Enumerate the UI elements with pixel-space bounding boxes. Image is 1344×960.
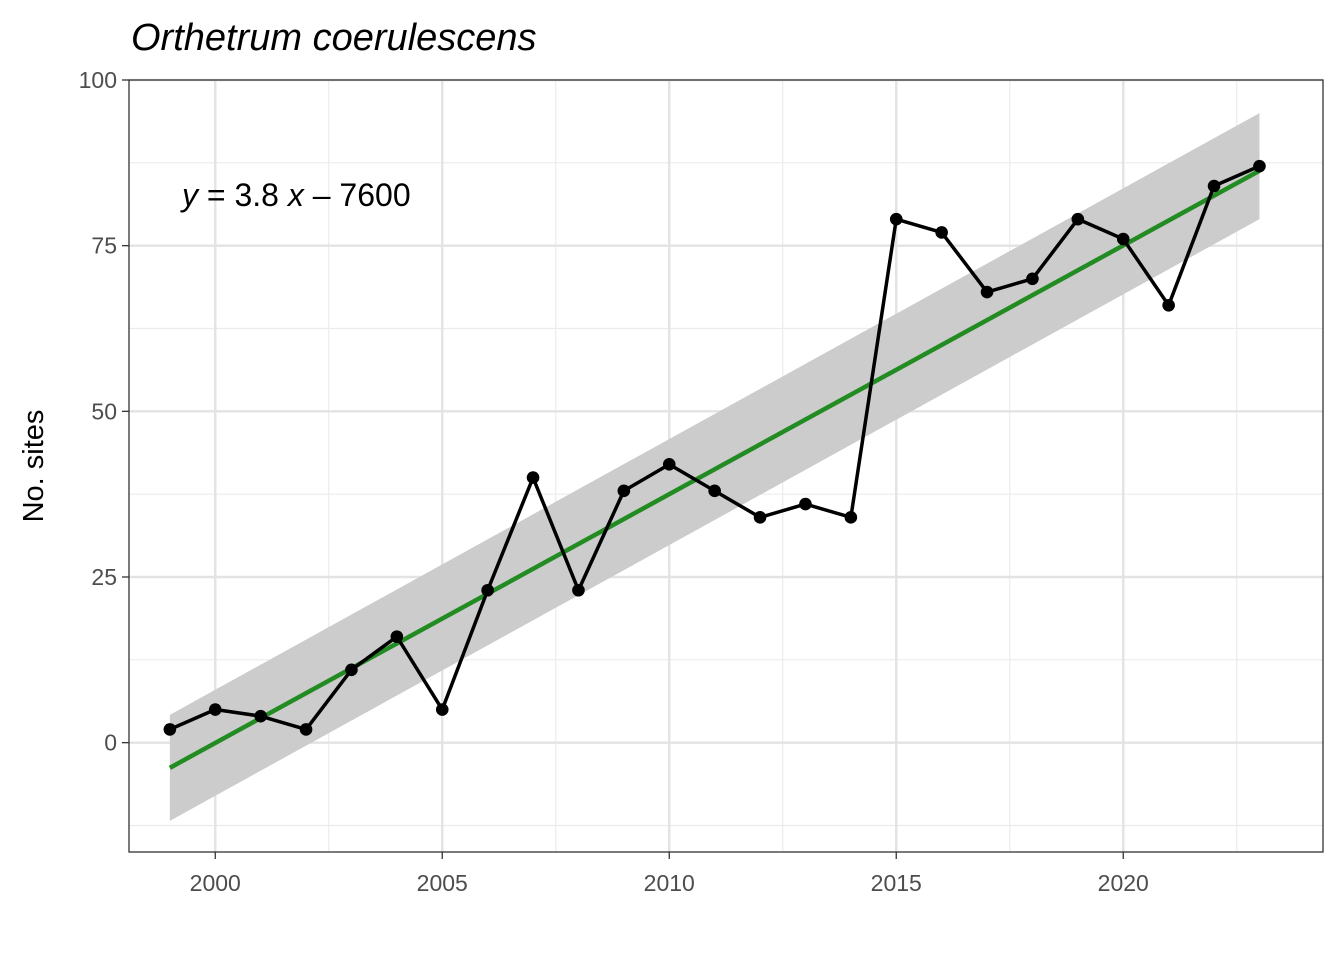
data-point: [753, 511, 767, 524]
x-tick-label: 2020: [1098, 870, 1149, 896]
data-point: [1071, 212, 1085, 226]
data-point: [299, 723, 313, 736]
data-point: [980, 285, 994, 299]
data-point: [1207, 179, 1221, 193]
data-point: [481, 583, 494, 597]
equation-y-variable: y: [180, 177, 200, 213]
data-point: [345, 663, 358, 677]
x-tick-label: 2015: [871, 870, 922, 896]
data-point: [1026, 272, 1039, 286]
data-point: [390, 630, 404, 643]
data-point: [435, 703, 449, 716]
data-point: [935, 226, 948, 239]
data-points: [163, 159, 1266, 736]
data-point: [208, 703, 222, 716]
data-point: [1162, 299, 1175, 312]
y-tick-label: 50: [91, 398, 117, 424]
x-tick-label: 2005: [417, 870, 468, 896]
data-point: [844, 511, 858, 524]
equation-slope: = 3.8: [198, 177, 288, 213]
data-point: [163, 723, 177, 736]
data-point: [662, 458, 676, 471]
x-tick-label: 2010: [644, 870, 695, 896]
y-tick-label: 25: [91, 564, 117, 590]
chart-title: Orthetrum coerulescens: [131, 17, 537, 59]
data-point: [708, 484, 721, 498]
data-point: [254, 709, 267, 723]
y-axis-title: No. sites: [18, 410, 50, 523]
y-tick-label: 0: [104, 730, 117, 756]
data-point: [617, 484, 631, 498]
data-point: [889, 212, 903, 226]
x-tick-label: 2000: [190, 870, 241, 896]
y-tick-label: 75: [91, 233, 117, 259]
data-point: [799, 497, 812, 511]
y-axis: 0 25 50 75 100: [79, 67, 129, 756]
data-point: [1116, 232, 1130, 246]
data-point: [1253, 159, 1266, 173]
regression-equation: y = 3.8 x – 7600: [180, 177, 411, 213]
data-point: [526, 471, 540, 484]
data-point: [572, 583, 585, 597]
equation-intercept: – 7600: [304, 177, 411, 213]
equation-x-variable: x: [286, 177, 305, 213]
y-tick-label: 100: [79, 67, 117, 93]
plot-panel-border: [128, 79, 1324, 853]
x-axis: 2000 2005 2010 2015 2020: [190, 852, 1149, 896]
